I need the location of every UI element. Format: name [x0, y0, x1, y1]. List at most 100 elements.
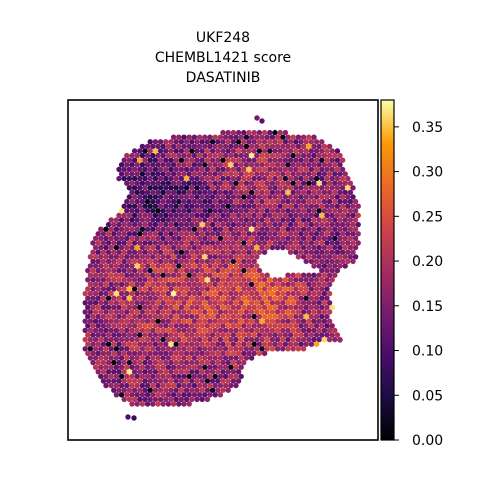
spot: [155, 198, 161, 205]
spot: [92, 355, 99, 361]
spot: [352, 235, 359, 242]
spot: [178, 286, 185, 292]
spot: [118, 382, 125, 389]
spot: [324, 221, 330, 228]
spot: [319, 157, 325, 163]
spot: [326, 171, 333, 177]
spot: [241, 295, 247, 301]
spot: [228, 217, 234, 223]
spot: [113, 272, 120, 278]
spot: [118, 244, 125, 251]
spot: [118, 208, 125, 214]
spot: [267, 166, 273, 173]
spot: [329, 212, 335, 219]
spot: [306, 336, 312, 343]
spot: [165, 143, 172, 150]
spot: [238, 355, 244, 361]
spot: [116, 341, 122, 347]
spot: [144, 226, 151, 232]
spot: [246, 139, 252, 145]
spot: [131, 185, 138, 191]
spot: [186, 290, 192, 297]
spot: [108, 364, 114, 370]
spot: [165, 208, 172, 214]
spot: [142, 332, 148, 338]
spot: [243, 281, 250, 288]
spot: [256, 341, 263, 347]
spot: [241, 341, 247, 347]
spot: [157, 323, 164, 329]
spot: [142, 249, 148, 255]
spot: [311, 143, 317, 150]
spot: [150, 336, 156, 343]
spot: [220, 166, 226, 173]
spot: [134, 290, 140, 297]
spot: [220, 323, 226, 329]
spot: [248, 235, 255, 242]
spot: [163, 304, 169, 311]
spot: [238, 208, 244, 214]
spot: [98, 364, 104, 370]
spot: [306, 171, 312, 177]
spot: [189, 277, 195, 283]
spot: [168, 185, 174, 191]
spot: [191, 309, 198, 315]
spot: [152, 332, 159, 338]
spot: [277, 323, 283, 329]
spot: [160, 373, 166, 380]
spot: [194, 267, 200, 274]
spot: [339, 157, 346, 163]
spot: [321, 171, 328, 177]
colorbar-tick-label: 0.25: [412, 209, 443, 225]
spot: [264, 272, 270, 278]
spot: [287, 304, 294, 311]
spot: [209, 139, 216, 145]
spot: [233, 134, 239, 140]
spot: [287, 166, 294, 173]
spot: [332, 336, 338, 343]
spot: [183, 378, 190, 384]
spot: [196, 171, 203, 177]
spot: [215, 185, 221, 191]
spot: [157, 350, 164, 357]
spot: [209, 304, 216, 311]
spot: [282, 240, 289, 246]
spot: [235, 378, 242, 384]
spot: [313, 332, 320, 338]
spot: [181, 281, 187, 288]
spot: [163, 157, 169, 163]
spot: [225, 175, 231, 182]
spot: [163, 277, 169, 283]
spot: [241, 350, 247, 357]
spot: [155, 272, 161, 278]
spot: [118, 355, 125, 361]
spot: [261, 221, 268, 228]
spot: [285, 327, 291, 334]
spot: [277, 185, 283, 191]
spot: [160, 171, 166, 177]
spot: [105, 240, 112, 246]
spot: [137, 157, 143, 163]
spot: [220, 332, 226, 338]
spot: [228, 171, 234, 177]
spot: [202, 382, 208, 389]
spot: [183, 157, 190, 163]
spot: [342, 180, 348, 186]
spot: [100, 313, 107, 320]
spot: [337, 263, 343, 269]
spot: [92, 272, 99, 278]
spot: [285, 272, 291, 278]
spot: [170, 281, 177, 288]
spot: [267, 323, 273, 329]
spot: [150, 401, 156, 407]
spot: [290, 281, 296, 288]
spot: [129, 208, 135, 214]
spot: [261, 175, 268, 182]
spot: [108, 373, 114, 380]
spot: [155, 382, 161, 389]
spot: [204, 148, 211, 154]
spot: [295, 346, 302, 352]
spot: [225, 157, 231, 163]
spot: [246, 350, 252, 357]
spot: [207, 244, 213, 251]
